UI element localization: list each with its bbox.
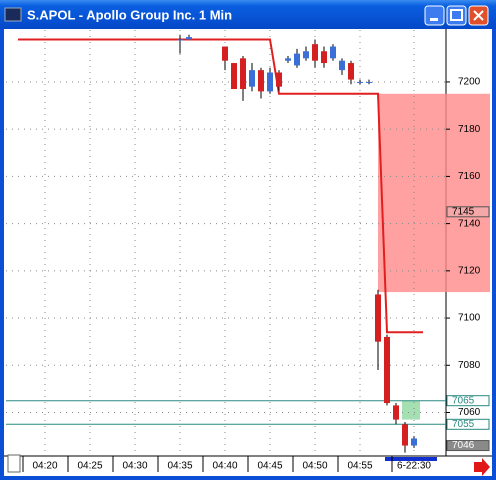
level-label: 7065 — [452, 395, 475, 406]
y-tick-label: 7200 — [458, 77, 481, 88]
level-label-box — [446, 418, 490, 430]
candle-body — [348, 63, 354, 80]
candle-body — [249, 70, 255, 87]
candle-body — [177, 39, 183, 41]
level-label: 7055 — [452, 419, 475, 430]
title-bar — [0, 0, 496, 29]
candle-body — [411, 438, 417, 446]
price-marker-box — [446, 206, 490, 218]
x-tick-label: 04:25 — [77, 461, 102, 472]
scroll-right-arrow[interactable] — [474, 458, 490, 476]
minimize-button[interactable] — [424, 5, 445, 26]
price-marker-label: 7145 — [452, 206, 475, 217]
scroll-box[interactable] — [7, 454, 21, 473]
minimize-icon — [430, 18, 438, 21]
candle-body — [267, 72, 273, 92]
candle-body — [294, 53, 300, 66]
y-tick-label: 7180 — [458, 124, 481, 135]
candle-body — [276, 72, 282, 87]
candle-body — [330, 46, 336, 59]
candle-body — [402, 424, 408, 446]
highlight-zone — [378, 93, 490, 293]
window-buttons[interactable] — [424, 5, 489, 26]
x-tick-label: 04:40 — [212, 461, 237, 472]
candle-body — [186, 37, 192, 40]
time-highlight — [385, 457, 437, 461]
x-tick-label: 04:20 — [32, 461, 57, 472]
candle-body — [222, 46, 228, 61]
candle-body — [375, 294, 381, 342]
x-tick-label: 04:50 — [302, 461, 327, 472]
y-tick-label: 7120 — [458, 265, 481, 276]
candle-body — [312, 44, 318, 61]
candle-body — [285, 58, 291, 61]
y-tick-label: 7100 — [458, 313, 481, 324]
plot: 7060 7080 7100 7120 7140 7160 7180 7200 04:20 04:… — [6, 30, 490, 472]
indicator-line — [18, 38, 423, 334]
candle-body — [321, 51, 327, 64]
window-title: S.APOL - Apollo Group Inc. 1 Min — [27, 7, 232, 22]
maximize-button[interactable] — [446, 5, 467, 26]
candle-body — [240, 58, 246, 90]
candle-body — [258, 70, 264, 92]
x-tick-label: 04:45 — [257, 461, 282, 472]
close-icon — [473, 10, 484, 21]
x-tick-label: 04:30 — [122, 461, 147, 472]
y-tick-label: 7160 — [458, 171, 481, 182]
candle-body — [366, 81, 372, 83]
highlight-zone — [402, 400, 420, 420]
candle-body — [357, 81, 363, 83]
candle-body — [339, 60, 345, 71]
x-tick-label: 6-22:30 — [397, 461, 431, 472]
price-marker-box — [446, 440, 490, 452]
y-tick-label: 7140 — [458, 218, 481, 229]
candle-body — [384, 336, 390, 404]
level-label-box — [446, 395, 490, 407]
candle-body — [393, 405, 399, 420]
candle-body — [231, 63, 237, 90]
y-tick-label: 7060 — [458, 407, 481, 418]
maximize-icon — [450, 9, 463, 21]
x-tick-label: 04:55 — [347, 461, 372, 472]
price-marker-label: 7046 — [452, 440, 475, 451]
y-tick-label: 7080 — [458, 360, 481, 371]
candle-body — [303, 51, 309, 59]
app-icon — [4, 7, 22, 22]
x-tick-label: 04:35 — [167, 461, 192, 472]
